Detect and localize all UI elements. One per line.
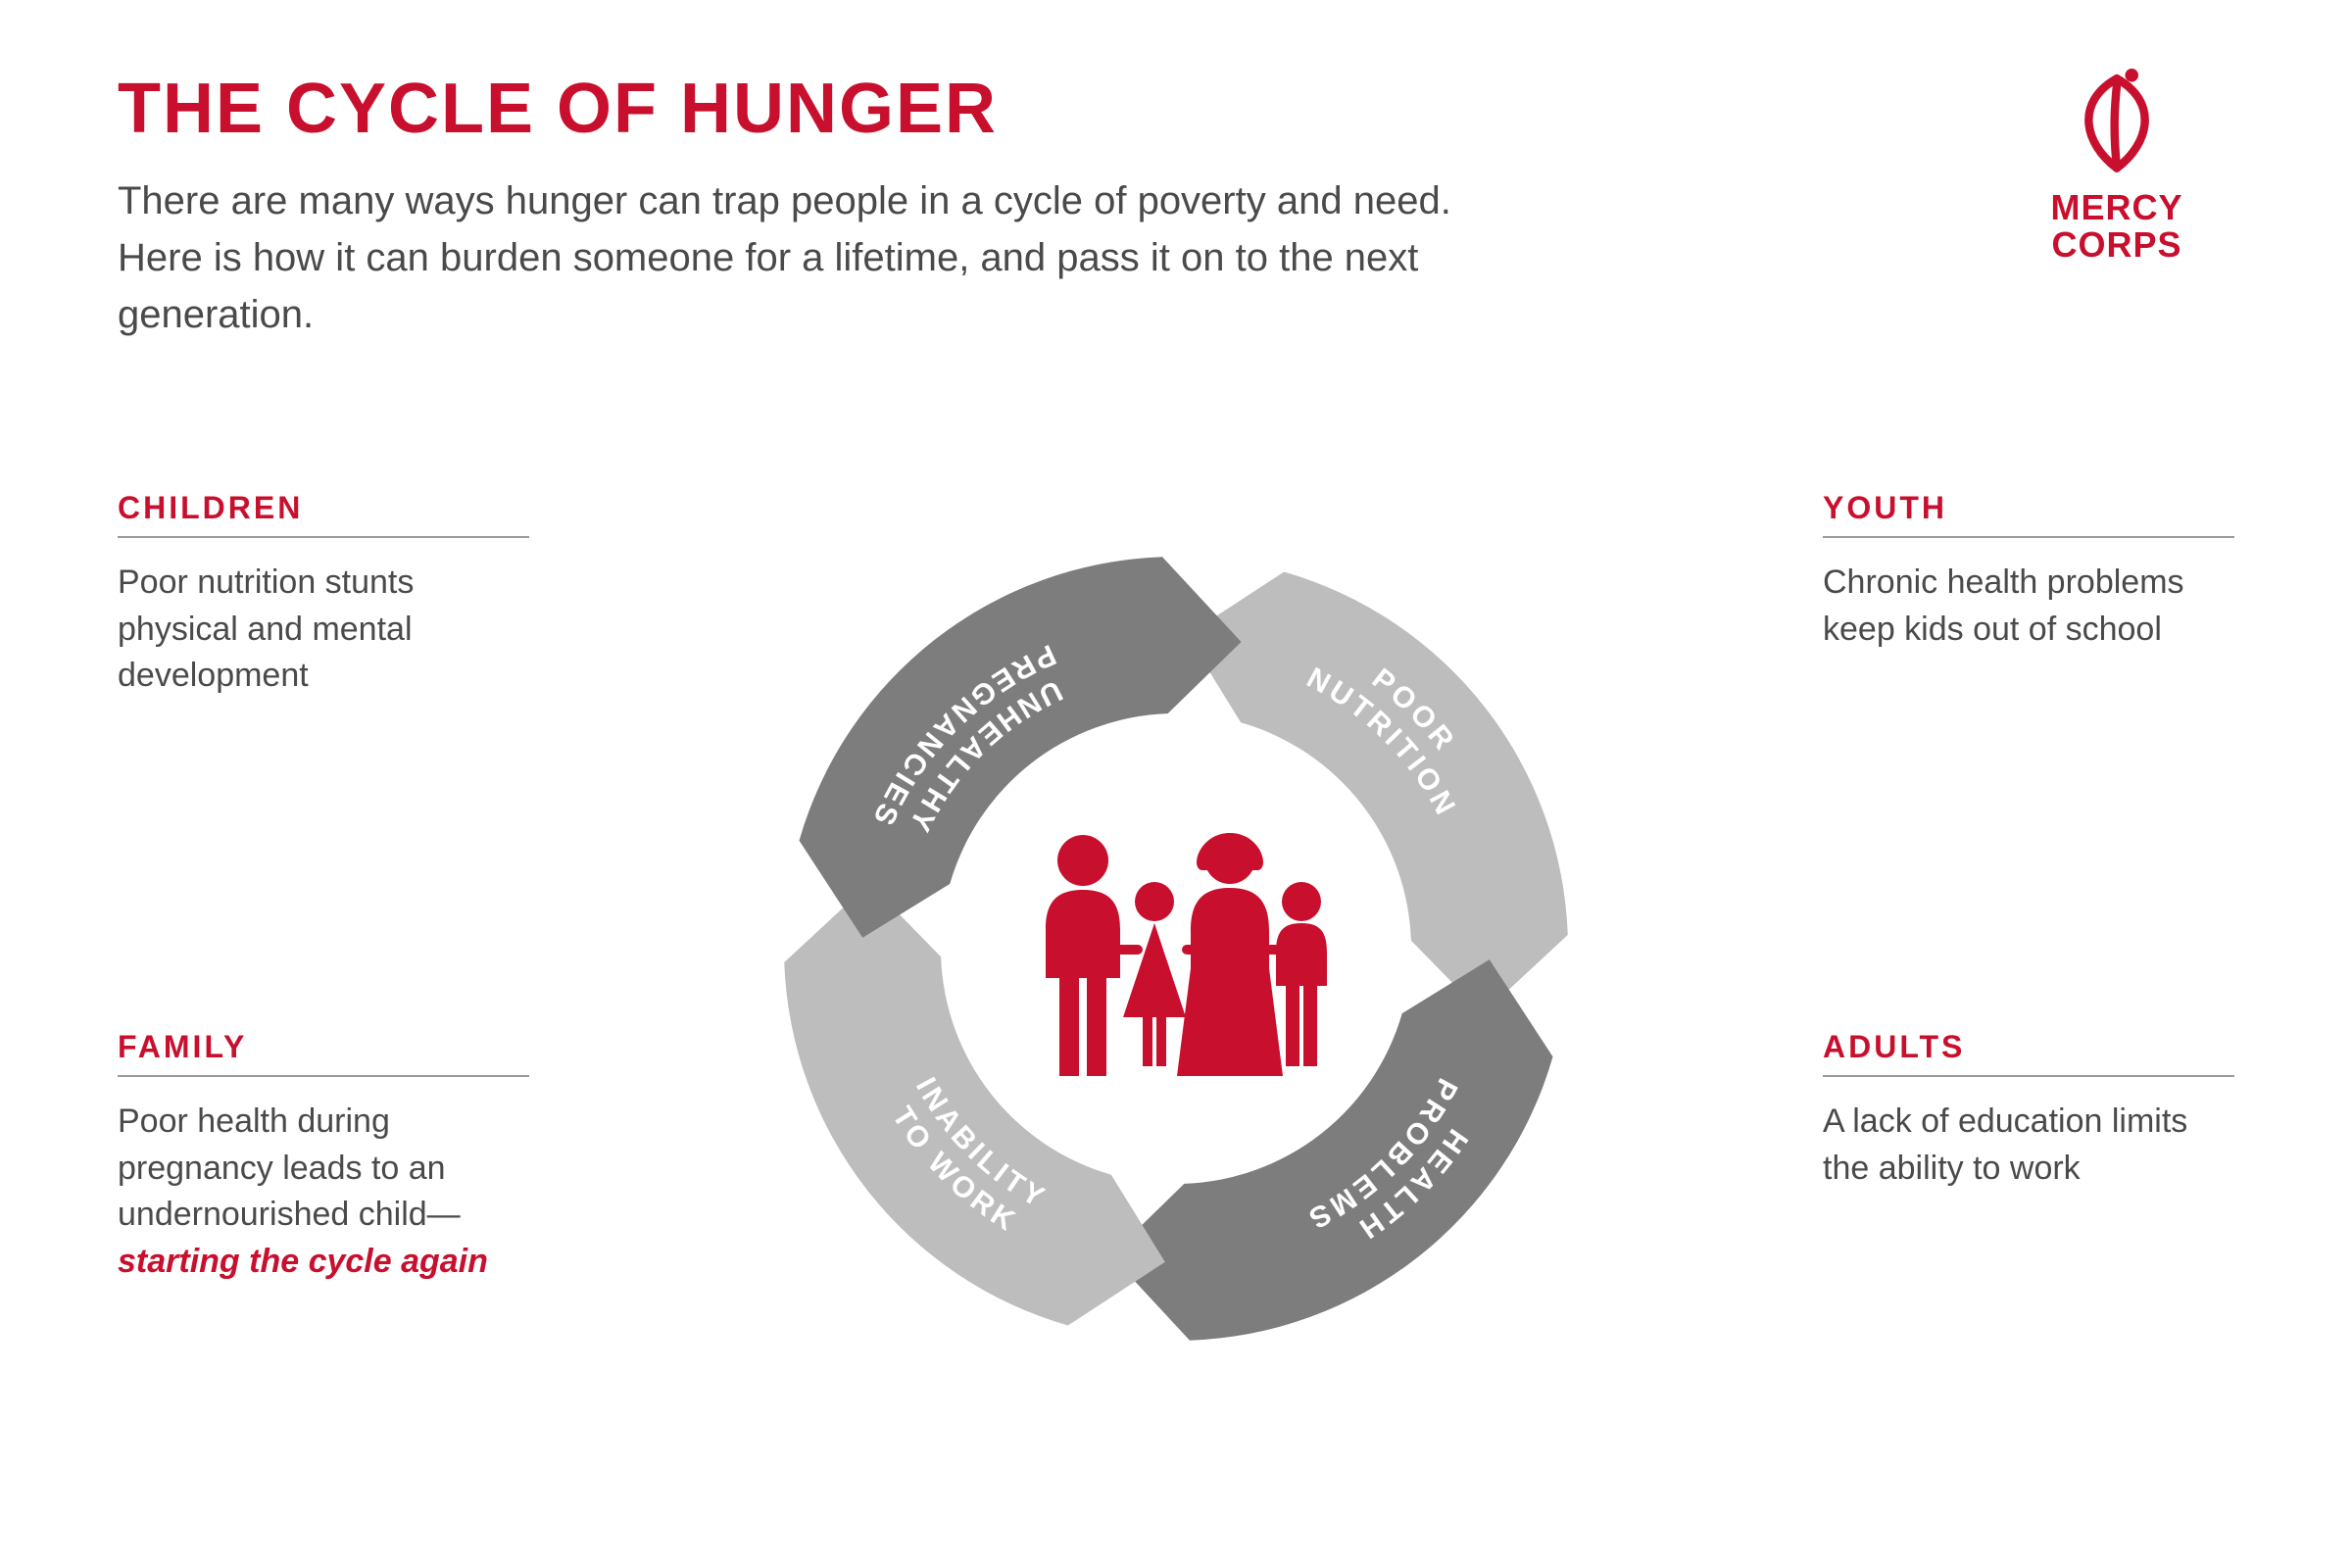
page-subtitle: There are many ways hunger can trap peop… <box>118 172 1490 343</box>
mercy-corps-logo: MERCY CORPS <box>2009 69 2225 264</box>
callout-family-body: Poor health during pregnancy leads to an… <box>118 1099 529 1285</box>
callout-youth-title: YOUTH <box>1823 490 2234 538</box>
mercy-corps-leaf-icon <box>2019 69 2215 176</box>
logo-text-line1: MERCY <box>2009 189 2225 226</box>
callout-children: CHILDREN Poor nutrition stunts physical … <box>118 490 529 700</box>
cycle-diagram: POORNUTRITIONHEALTHPROBLEMSINABILITYTO W… <box>745 517 1607 1380</box>
callout-family: FAMILY Poor health during pregnancy lead… <box>118 1029 529 1285</box>
cycle-center-disc <box>943 715 1409 1182</box>
callout-adults-title: ADULTS <box>1823 1029 2234 1077</box>
callout-children-body: Poor nutrition stunts physical and menta… <box>118 560 529 700</box>
callout-family-title: FAMILY <box>118 1029 529 1077</box>
callout-adults: ADULTS A lack of education limits the ab… <box>1823 1029 2234 1192</box>
callout-children-title: CHILDREN <box>118 490 529 538</box>
callout-youth-body: Chronic health problems keep kids out of… <box>1823 560 2234 653</box>
header: THE CYCLE OF HUNGER There are many ways … <box>118 69 2234 343</box>
logo-text-line2: CORPS <box>2009 226 2225 264</box>
callout-adults-body: A lack of education limits the ability t… <box>1823 1099 2234 1192</box>
page-title: THE CYCLE OF HUNGER <box>118 69 2234 149</box>
callout-youth: YOUTH Chronic health problems keep kids … <box>1823 490 2234 653</box>
